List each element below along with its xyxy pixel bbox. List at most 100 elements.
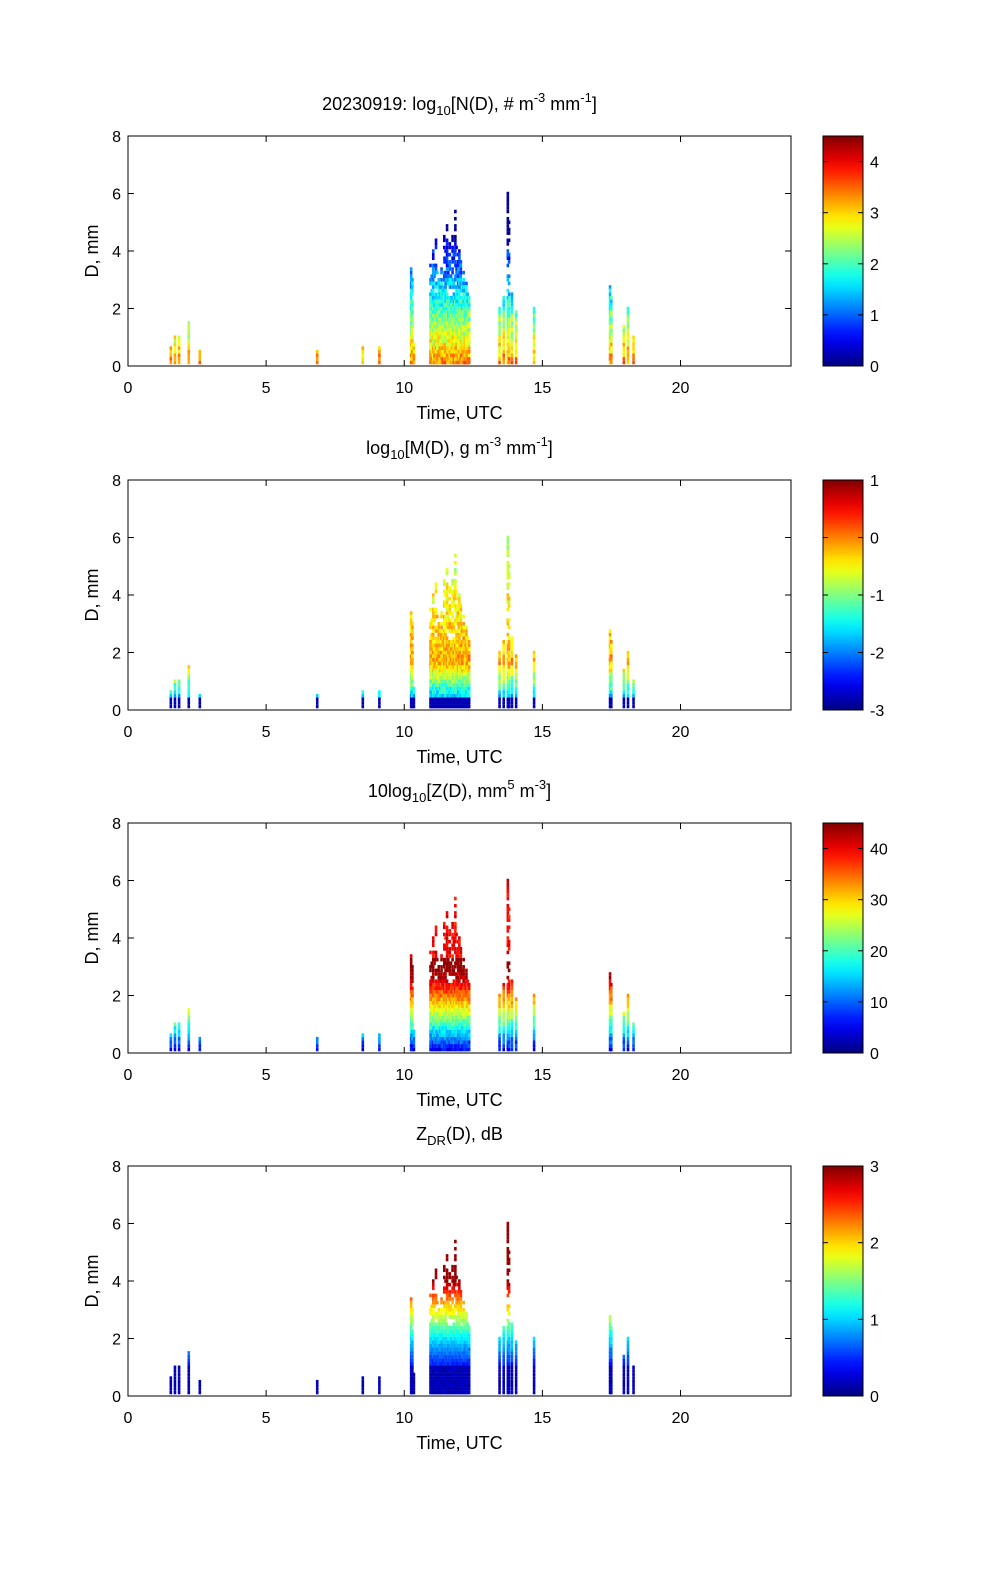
- heatmap-cell: [454, 1308, 457, 1312]
- heatmap-cell: [448, 281, 452, 286]
- heatmap-cell: [430, 665, 434, 669]
- colorbar-frame: [822, 1165, 864, 1397]
- heatmap-cell: [451, 267, 454, 271]
- heatmap-cell: [447, 625, 450, 630]
- heatmap-cell: [632, 697, 635, 702]
- heatmap-cell: [502, 313, 505, 318]
- heatmap-cell: [444, 1325, 447, 1330]
- heatmap-cell: [433, 993, 436, 998]
- heatmap-cell: [361, 349, 365, 354]
- heatmap-cell: [435, 270, 439, 275]
- heatmap-cell: [441, 310, 445, 314]
- heatmap-cell: [443, 589, 446, 594]
- heatmap-cell: [444, 697, 447, 702]
- heatmap-cell: [433, 1026, 436, 1030]
- heatmap-cell: [514, 701, 518, 705]
- heatmap-cell: [626, 675, 630, 680]
- heatmap-cell: [622, 1022, 626, 1027]
- heatmap-cell: [452, 1044, 456, 1048]
- heatmap-cell: [435, 1354, 439, 1359]
- heatmap-cell: [458, 335, 461, 340]
- heatmap-cell: [444, 306, 447, 311]
- heatmap-cell: [532, 697, 536, 702]
- heatmap-cell: [458, 693, 461, 698]
- heatmap-cell: [198, 697, 202, 702]
- heatmap-cell: [626, 1004, 630, 1009]
- heatmap-cell: [510, 1387, 514, 1391]
- heatmap-cell: [411, 349, 414, 354]
- heatmap-cell: [610, 1022, 613, 1027]
- heatmap-cell: [455, 1322, 458, 1326]
- title-part: -1: [536, 434, 548, 449]
- heatmap-cell: [458, 957, 461, 962]
- heatmap-cell: [502, 686, 505, 691]
- heatmap-cell: [507, 618, 511, 623]
- heatmap-cell: [506, 889, 510, 894]
- heatmap-cell: [435, 1047, 439, 1052]
- heatmap-cell: [441, 1008, 445, 1012]
- heatmap-cell: [626, 357, 630, 361]
- heatmap-cell: [433, 672, 436, 676]
- y-tick-label: 8: [112, 473, 121, 490]
- heatmap-cell: [430, 1044, 434, 1048]
- heatmap-cell: [434, 292, 438, 296]
- heatmap-cell: [169, 1040, 173, 1045]
- heatmap-cell: [435, 647, 439, 651]
- heatmap-cell: [514, 310, 518, 314]
- heatmap-cell: [452, 317, 456, 322]
- heatmap-cell: [622, 1379, 626, 1384]
- heatmap-cell: [447, 1033, 450, 1037]
- heatmap-cell: [455, 342, 458, 347]
- heatmap-cell: [433, 299, 436, 304]
- heatmap-cell: [187, 686, 191, 691]
- heatmap-cell: [466, 1008, 469, 1012]
- heatmap-cell: [433, 1351, 436, 1355]
- heatmap-cell: [444, 625, 447, 630]
- heatmap-cell: [463, 693, 467, 698]
- heatmap-cell: [430, 639, 434, 644]
- heatmap-cell: [463, 1347, 467, 1352]
- heatmap-cell: [438, 675, 442, 680]
- heatmap-cell: [507, 256, 511, 261]
- heatmap-cell: [441, 1358, 445, 1362]
- heatmap-cell: [438, 1365, 442, 1370]
- heatmap-cell: [463, 661, 467, 666]
- heatmap-cell: [431, 295, 435, 300]
- heatmap-cell: [498, 650, 501, 655]
- heatmap-cell: [169, 693, 173, 698]
- heatmap-cell: [173, 339, 177, 343]
- heatmap-cell: [460, 982, 464, 987]
- heatmap-cell: [434, 263, 438, 268]
- heatmap-cell: [433, 961, 436, 966]
- heatmap-cell: [507, 1282, 511, 1287]
- heatmap-cell: [459, 260, 463, 264]
- heatmap-cell: [315, 1383, 319, 1388]
- heatmap-cell: [315, 697, 319, 702]
- heatmap-cell: [466, 650, 469, 655]
- heatmap-cell: [435, 1361, 439, 1366]
- heatmap-cell: [448, 260, 452, 264]
- heatmap-cell: [447, 1018, 450, 1023]
- heatmap-cell: [462, 957, 465, 962]
- heatmap-cell: [502, 1329, 505, 1334]
- heatmap-cell: [429, 1293, 432, 1298]
- heatmap-cell: [177, 1029, 181, 1034]
- heatmap-cell: [444, 675, 447, 680]
- heatmap-cell: [169, 1044, 173, 1048]
- heatmap-cell: [462, 968, 465, 973]
- heatmap-cell: [502, 1376, 505, 1380]
- heatmap-cell: [456, 1325, 460, 1330]
- heatmap-cell: [498, 339, 501, 343]
- heatmap-cell: [514, 360, 518, 365]
- heatmap-cell: [455, 274, 458, 279]
- heatmap-cell: [431, 943, 435, 948]
- heatmap-cell: [430, 1390, 434, 1395]
- heatmap-cell: [466, 979, 469, 983]
- heatmap-cell: [622, 335, 626, 340]
- heatmap-cell: [444, 1365, 447, 1370]
- heatmap-cell: [451, 1290, 454, 1294]
- heatmap-cell: [460, 986, 464, 991]
- heatmap-cell: [441, 335, 445, 340]
- heatmap-cell: [444, 317, 447, 322]
- heatmap-cell: [411, 1322, 414, 1326]
